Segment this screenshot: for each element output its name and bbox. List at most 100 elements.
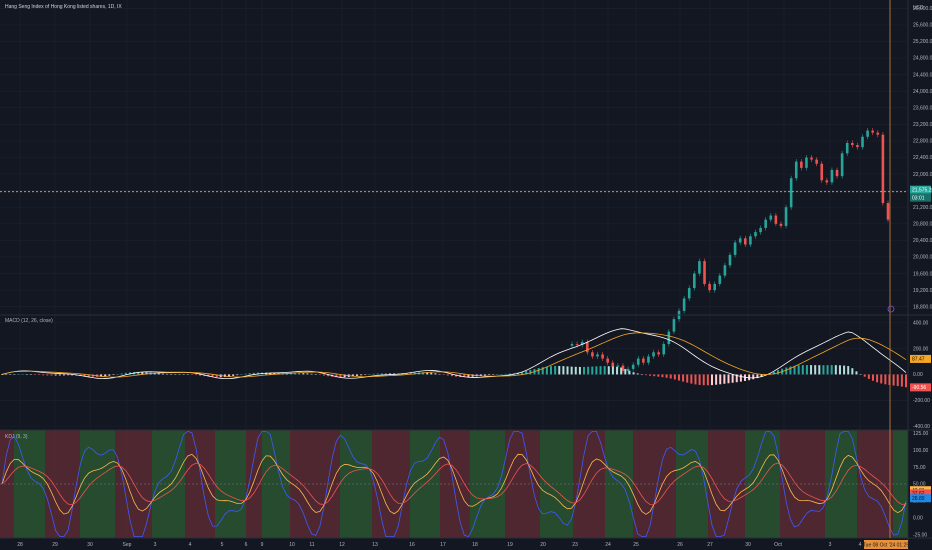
macd-histogram-bar — [116, 374, 119, 375]
current-price-label: 21,575.26 — [912, 187, 932, 193]
macd-histogram-bar — [50, 374, 53, 376]
macd-histogram-bar — [690, 374, 693, 384]
macd-histogram-bar — [550, 366, 553, 375]
signal-line — [1, 332, 907, 378]
macd-histogram-bar — [294, 373, 297, 375]
macd-histogram-bar — [496, 374, 499, 375]
macd-histogram-bar — [422, 372, 425, 375]
macd-histogram-bar — [376, 373, 379, 375]
kdj-indicator-label[interactable]: KDJ (9, 3) — [5, 434, 28, 440]
candle-body — [703, 261, 706, 284]
macd-histogram-bar — [360, 374, 363, 376]
candle-body — [693, 273, 696, 289]
macd-histogram-bar — [335, 374, 338, 378]
macd-histogram-bar — [207, 374, 210, 377]
macd-histogram-bar — [195, 374, 198, 376]
time-tick-label: 26 — [677, 542, 683, 548]
macd-histogram-bar — [302, 373, 305, 375]
macd-histogram-bar — [488, 374, 491, 375]
kdj-k-line — [1, 453, 907, 515]
macd-histogram-bar — [137, 371, 140, 375]
macd-histogram-bar — [124, 372, 127, 375]
macd-histogram-bar — [558, 365, 561, 375]
time-tick-label: 16 — [409, 542, 415, 548]
macd-histogram-bar — [157, 373, 160, 375]
macd-histogram-bar — [644, 374, 647, 376]
macd-histogram-bar — [442, 374, 445, 375]
macd-histogram-bar — [199, 374, 202, 376]
candle-body — [754, 232, 757, 237]
alert-clock-icon[interactable] — [887, 305, 895, 313]
macd-histogram-bar — [888, 374, 891, 386]
macd-histogram-bar — [100, 374, 103, 377]
macd-histogram-bar — [256, 372, 259, 375]
candle-body — [759, 227, 762, 233]
macd-histogram-bar — [661, 374, 664, 378]
time-axis[interactable]: 28 29 30 Sep 3 4 5 6 9 10 11 12 13 16 17 18 19 20 23 24 25 26… — [17, 540, 909, 549]
candle-body — [794, 161, 798, 179]
candle-body — [575, 344, 579, 345]
macd-histogram-bar — [46, 374, 49, 376]
macd-histogram-bar — [710, 374, 713, 386]
macd-histogram-bar — [405, 373, 408, 375]
candle-body — [713, 283, 717, 291]
candle-body — [616, 365, 620, 367]
macd-histogram-bar — [211, 374, 214, 377]
price-axis[interactable]: 26,000.00 25,600.00 25,200.00 24,800.00 24,4… — [913, 5, 932, 538]
candle-body — [728, 254, 732, 266]
candle-body — [830, 169, 834, 183]
time-tick-label: 4 — [189, 542, 192, 548]
macd-histogram-bar — [83, 374, 86, 377]
macd-indicator-label[interactable]: MACD (12, 26, close) — [5, 318, 53, 324]
macd-histogram-bar — [71, 374, 74, 376]
macd-histogram-bar — [752, 374, 755, 380]
macd-value-label: 87.47 — [912, 357, 925, 363]
candle-countdown-label-bg — [910, 193, 931, 202]
macd-histogram-bar — [463, 374, 466, 378]
macd-histogram-bar — [504, 373, 507, 375]
macd-histogram-bar — [855, 371, 858, 375]
macd-histogram-bar — [34, 374, 37, 375]
macd-histogram-bar — [529, 370, 532, 375]
macd-histogram-bar — [785, 367, 788, 375]
macd-histogram-bar — [42, 374, 45, 376]
candle-body — [606, 358, 609, 363]
candle-body — [631, 364, 635, 369]
price-tick-label: 19,600.00 — [913, 271, 932, 277]
kdj-band — [780, 430, 825, 538]
macd-histogram-bar — [830, 365, 833, 375]
macd-histogram-bar — [67, 374, 70, 376]
macd-histogram-bar — [863, 374, 866, 377]
price-tick-label: 26,000.00 — [913, 6, 932, 12]
candle-body — [810, 157, 813, 160]
macd-histogram-bar — [574, 366, 577, 375]
macd-histogram-bar — [587, 366, 590, 375]
price-tick-label: 24,800.00 — [913, 56, 932, 62]
time-tick-label: 13 — [372, 542, 378, 548]
macd-histogram-bar — [719, 374, 722, 385]
macd-histogram-bar — [252, 372, 255, 375]
macd-histogram-bar — [838, 365, 841, 375]
macd-histogram-bar — [880, 374, 883, 384]
macd-histogram-bar — [343, 374, 346, 378]
kdj-tick-label: -25.00 — [913, 532, 927, 538]
macd-histogram-bar — [818, 365, 821, 375]
kdj-band — [246, 430, 262, 538]
time-tick-label: 18 — [472, 542, 478, 548]
macd-histogram-bar — [793, 365, 796, 375]
price-tick-label: 21,200.00 — [913, 205, 932, 211]
candle-body — [723, 265, 727, 276]
macd-histogram-bar — [801, 365, 804, 375]
macd-histogram-bar — [851, 368, 854, 375]
macd-histogram-bar — [805, 365, 808, 375]
symbol-title[interactable]: Hang Seng Index of Hong Kong listed shar… — [5, 4, 122, 10]
candle-body — [718, 275, 722, 284]
candle-body — [687, 288, 691, 299]
candle-body — [861, 136, 864, 148]
candle-body — [886, 203, 890, 220]
candle-body — [667, 331, 671, 345]
time-tick-label: 12 — [339, 542, 345, 548]
